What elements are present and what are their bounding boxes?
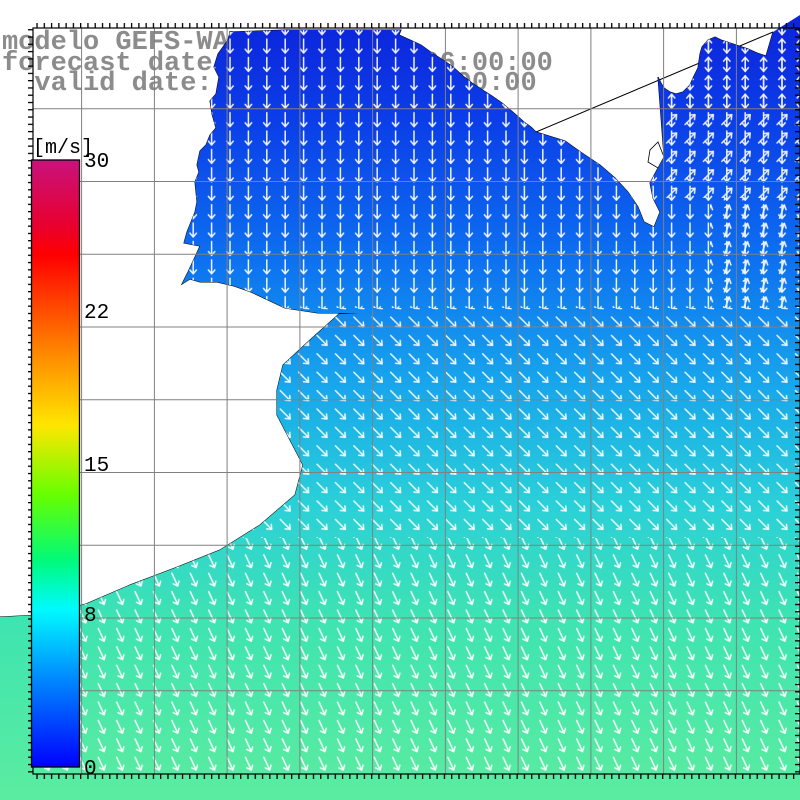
svg-text:8: 8 bbox=[84, 605, 97, 628]
svg-text:30: 30 bbox=[84, 151, 109, 174]
svg-text:0: 0 bbox=[84, 758, 97, 781]
svg-text:22: 22 bbox=[84, 302, 109, 325]
svg-text:15: 15 bbox=[84, 455, 109, 478]
